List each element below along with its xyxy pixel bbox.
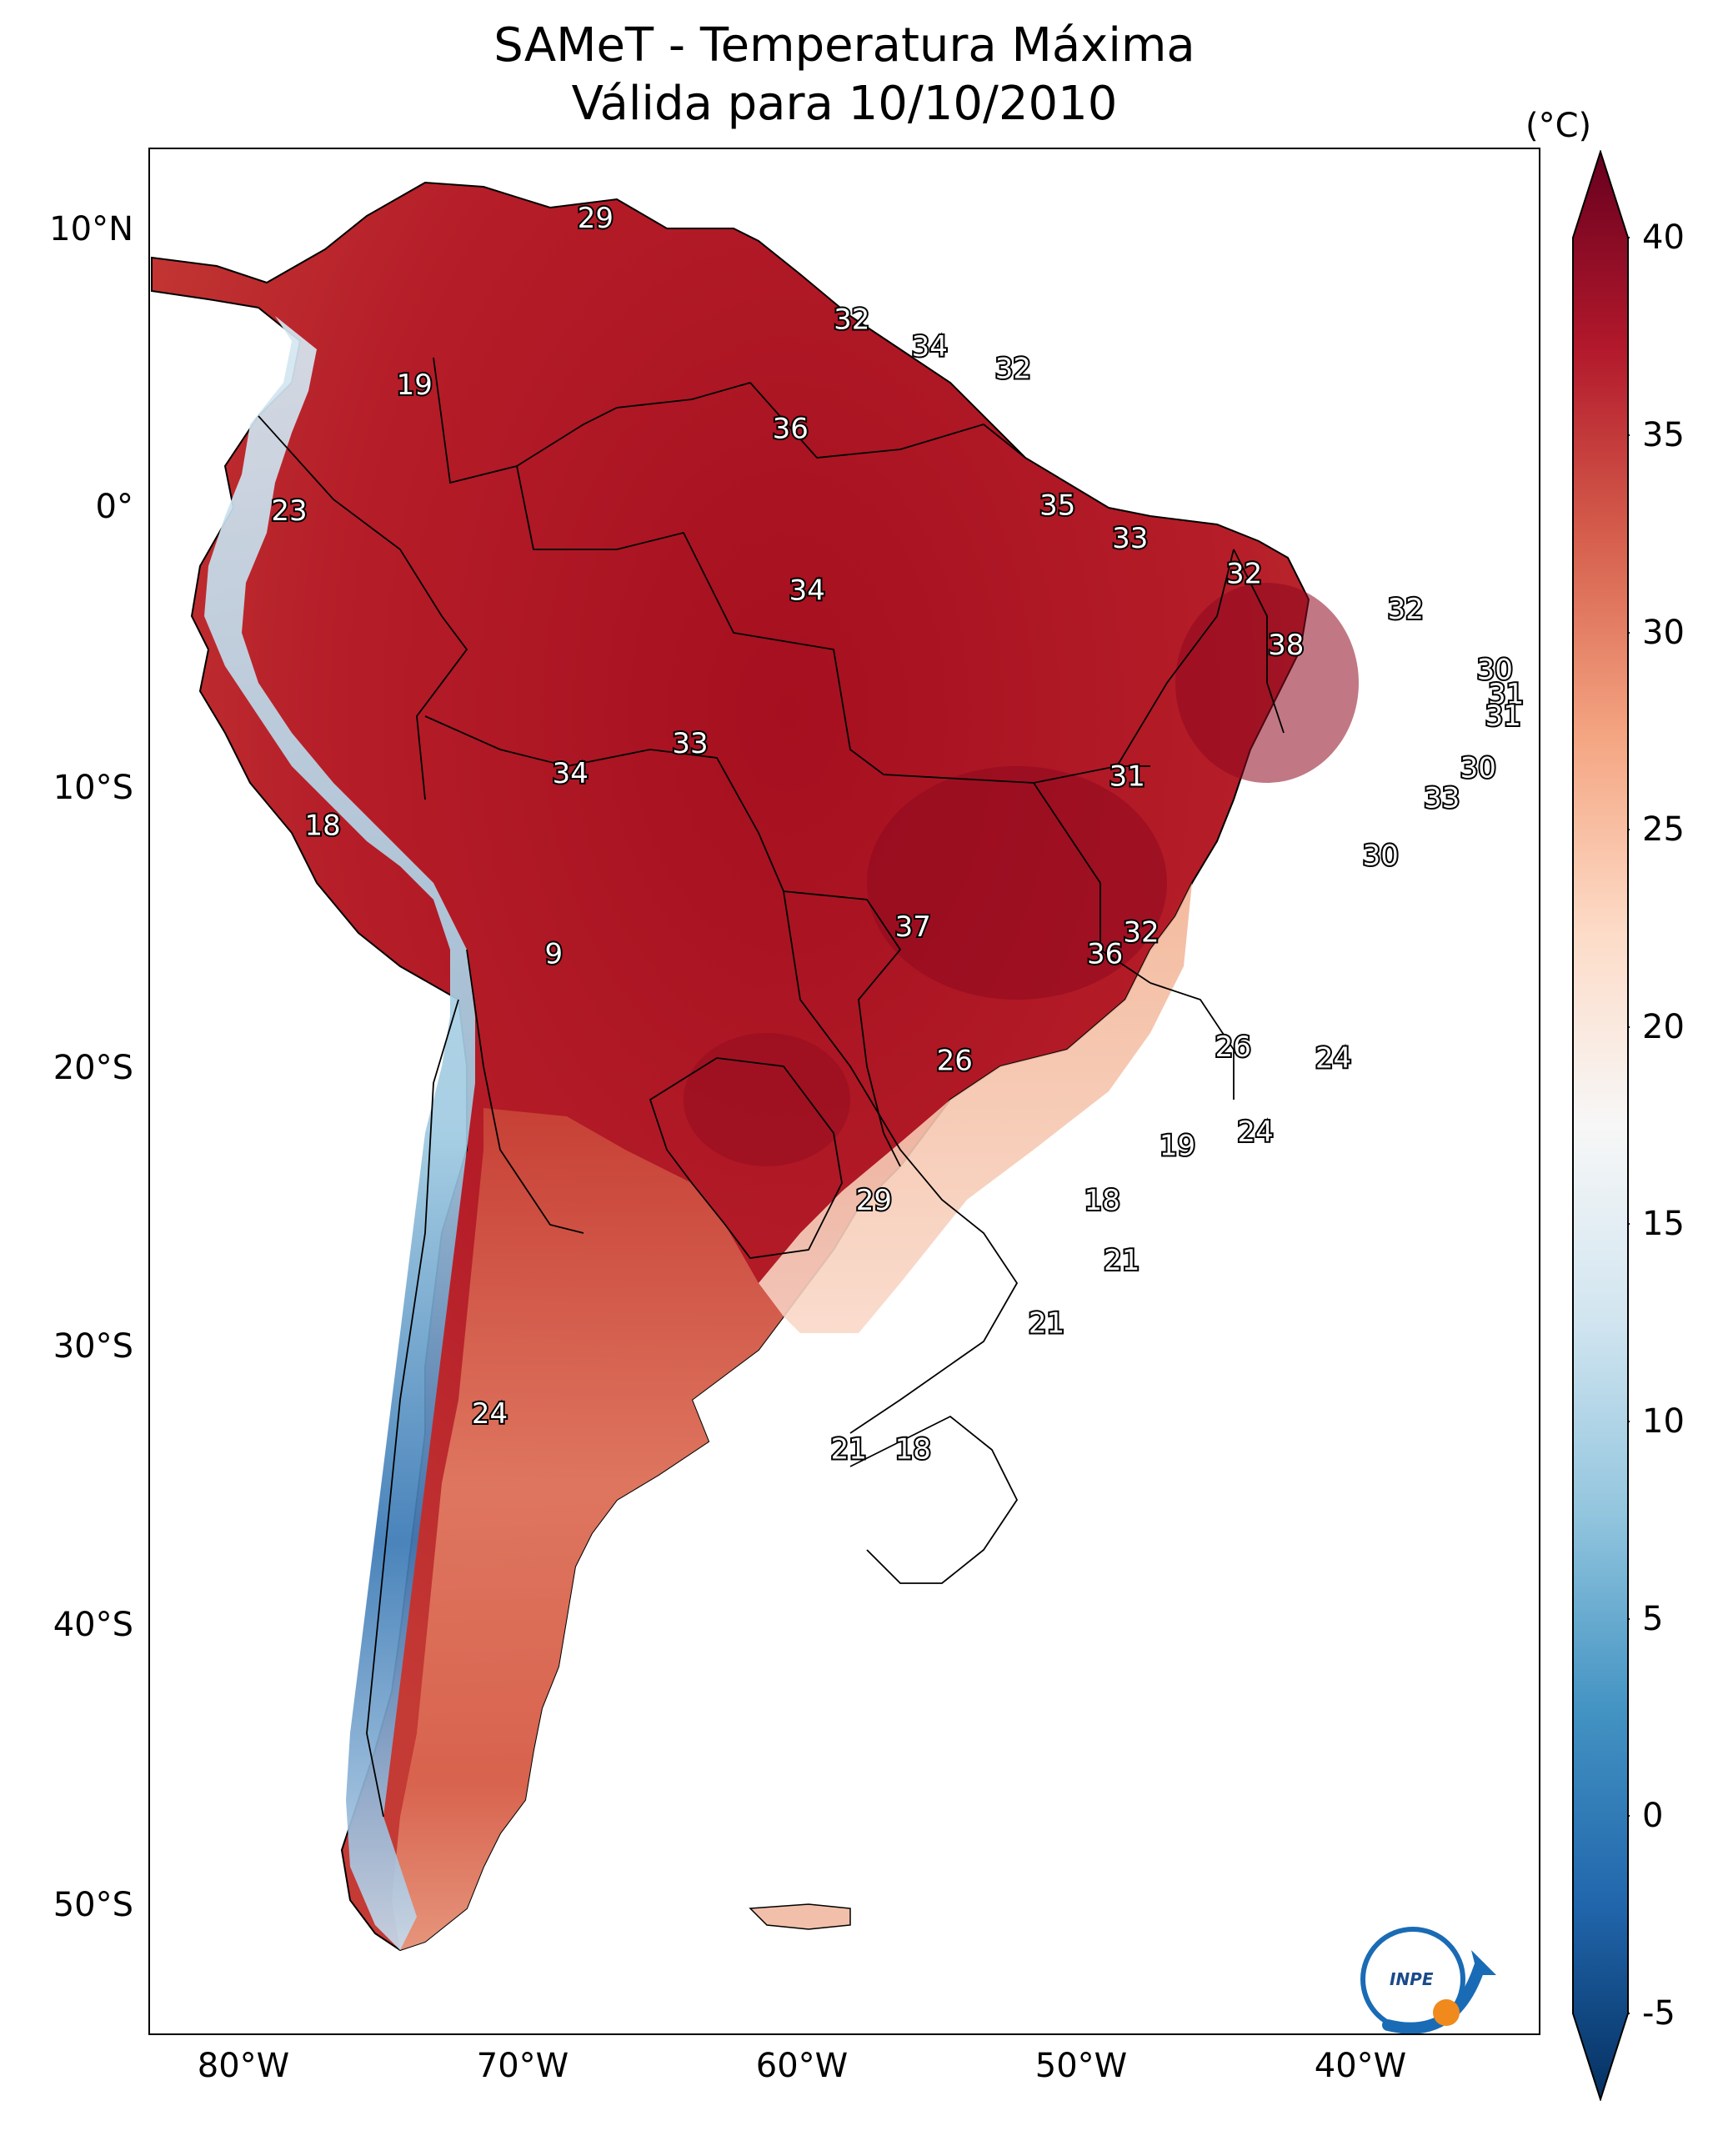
temperature-label: 37 [895, 910, 931, 944]
temperature-label: 38 [1268, 629, 1304, 662]
colorbar-tick-10: 10 [1642, 1402, 1685, 1441]
temperature-label: 29 [578, 202, 614, 235]
temperature-label: 30 [1460, 752, 1496, 785]
temperature-label: 36 [1087, 938, 1123, 971]
map-title-line2: Válida para 10/10/2010 [571, 77, 1118, 131]
colorbar-body [1572, 150, 1629, 2101]
lat-label-0: 0° [95, 488, 133, 526]
temperature-label: 21 [1104, 1244, 1139, 1277]
temperature-label: 21 [1029, 1307, 1064, 1341]
colorbar-tick-0: 0 [1642, 1797, 1664, 1835]
temperature-label: 26 [1215, 1030, 1251, 1064]
lon-label-50w: 50°W [1034, 2047, 1128, 2085]
temperature-label: 34 [789, 574, 825, 607]
temperature-label: 18 [895, 1433, 931, 1467]
lat-label-10n: 10°N [49, 210, 133, 248]
colorbar-tick-25: 25 [1642, 810, 1685, 849]
colorbar-tick-40: 40 [1642, 218, 1685, 257]
temperature-label: 23 [271, 494, 307, 528]
colorbar-tick-35: 35 [1642, 416, 1685, 454]
temperature-label: 34 [553, 757, 589, 790]
lon-label-60w: 60°W [755, 2047, 849, 2085]
temperature-label: 19 [1160, 1129, 1195, 1162]
colorbar-tick-20: 20 [1642, 1008, 1685, 1046]
lat-label-30s: 30°S [53, 1327, 133, 1366]
southeast-brazil-region [759, 883, 1192, 1333]
temperature-label: 34 [912, 330, 948, 364]
temperature-label: 9 [544, 938, 563, 971]
temperature-label: 19 [397, 369, 433, 402]
colorbar-tick-30: 30 [1642, 614, 1685, 652]
temperature-label: 26 [937, 1045, 973, 1078]
temperature-label: 32 [1123, 915, 1159, 949]
southern-cone-region [392, 1108, 784, 1950]
temperature-label: 33 [1424, 782, 1460, 815]
lat-label-20s: 20°S [53, 1049, 133, 1087]
temperature-label: 30 [1363, 840, 1399, 873]
colorbar-tick-15: 15 [1642, 1205, 1685, 1243]
colorbar-tick-minus5: -5 [1642, 1994, 1675, 2033]
map-title-line1: SAMeT - Temperatura Máxima [493, 18, 1195, 73]
temperature-label: 18 [1084, 1184, 1120, 1217]
hot-core-chaco [684, 1033, 850, 1166]
temperature-label: 36 [773, 413, 809, 446]
temperature-label: 35 [1039, 489, 1075, 523]
temperature-label: 24 [1237, 1116, 1273, 1149]
temperature-label: 30 [1477, 653, 1513, 686]
temperature-label: 31 [1109, 760, 1145, 793]
map-panel: 29 32 34 32 19 36 35 23 33 34 32 32 38 30 31 31 33 34 31 30… [148, 148, 1540, 2035]
lon-label-40w: 40°W [1314, 2047, 1407, 2085]
andes-cold-region [204, 316, 475, 1950]
lat-label-10s: 10°S [53, 769, 133, 807]
temperature-label: 31 [1488, 678, 1524, 711]
temperature-label: 33 [1112, 522, 1148, 555]
temperature-label: 31 [1485, 699, 1521, 733]
inpe-logo-text: INPE [1390, 1969, 1434, 1989]
temperature-label: 18 [304, 809, 340, 842]
lon-label-70w: 70°W [476, 2047, 569, 2085]
inpe-logo: INPE [1360, 1927, 1496, 2033]
temperature-label: 32 [834, 303, 869, 336]
hot-core-central-brazil [867, 766, 1167, 1000]
lat-label-40s: 40°S [53, 1606, 133, 1644]
temperature-label: 24 [472, 1397, 508, 1431]
temperature-label: 29 [856, 1184, 892, 1217]
lat-label-50s: 50°S [53, 1886, 133, 1924]
falkland-islands [749, 1903, 851, 1930]
temperature-label: 32 [1226, 558, 1262, 591]
colorbar-unit: (°C) [1525, 107, 1592, 145]
lon-label-80w: 80°W [197, 2047, 290, 2085]
temperature-label: 21 [831, 1433, 867, 1467]
temperature-label: 33 [672, 727, 708, 760]
colorbar-tick-5: 5 [1642, 1600, 1664, 1638]
temperature-label: 32 [995, 353, 1031, 386]
temperature-label: 24 [1315, 1041, 1351, 1075]
colorbar [1572, 150, 1630, 2101]
temperature-label: 32 [1388, 593, 1424, 626]
country-borders [258, 357, 1285, 1818]
